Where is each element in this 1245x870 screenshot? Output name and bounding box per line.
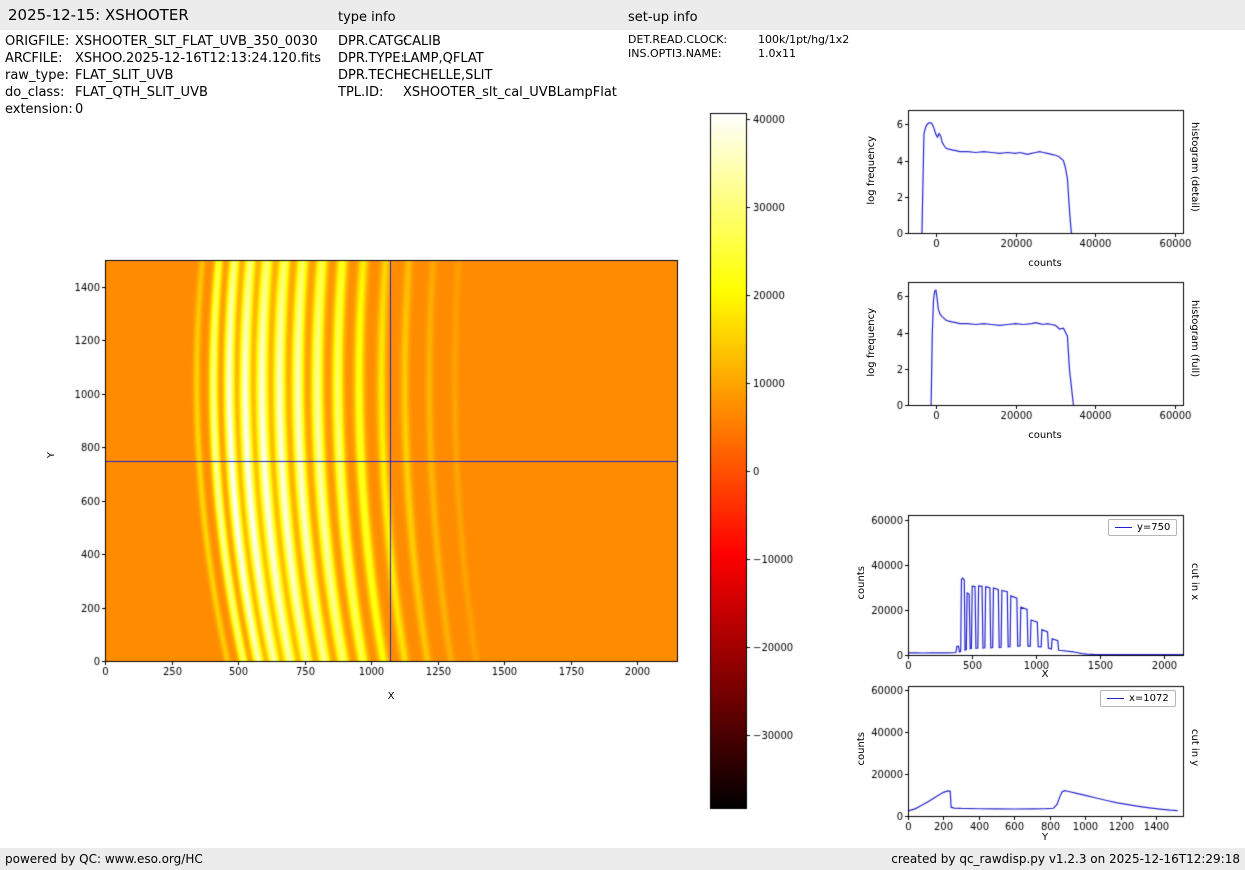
cutx-legend: y=750 [1108, 519, 1178, 536]
page-title: 2025-12-15: XSHOOTER [8, 6, 189, 24]
hist-full-xlabel: counts [1028, 430, 1062, 441]
meta-value: XSHOO.2025-12-16T12:13:24.120.fits [75, 51, 322, 66]
histogram-detail-plot [860, 100, 1245, 260]
meta-row: do_class: FLAT_QTH_SLIT_UVB [5, 84, 321, 101]
setup-info-heading: set-up info [628, 10, 698, 25]
meta-value: 100k/1pt/hg/1x2 [758, 33, 850, 46]
meta-row: DPR.CATG:CALIB [338, 33, 617, 50]
meta-row: ARCFILE: XSHOO.2025-12-16T12:13:24.120.fi… [5, 50, 321, 67]
meta-label: DPR.TYPE: [338, 51, 405, 66]
meta-label: ARCFILE: [5, 51, 63, 66]
meta-row: DET.READ.CLOCK: 100k/1pt/hg/1x2 [628, 33, 849, 47]
meta-row: DPR.TECH:ECHELLE,SLIT [338, 67, 617, 84]
header-bar: 2025-12-15: XSHOOTER type info set-up in… [0, 0, 1245, 30]
type-info-block: DPR.CATG:CALIB DPR.TYPE:LAMP,QFLAT DPR.T… [338, 33, 617, 101]
meta-row: raw_type: FLAT_SLIT_UVB [5, 67, 321, 84]
file-info-block: ORIGFILE: XSHOOTER_SLT_FLAT_UVB_350_0030 … [5, 33, 321, 118]
hist-full-ylabel: log frequency [866, 308, 877, 377]
cuty-xlabel: Y [1041, 832, 1049, 843]
meta-value: CALIB [403, 34, 441, 49]
cut-in-y-plot [860, 676, 1245, 846]
meta-value: XSHOOTER_SLT_FLAT_UVB_350_0030 [75, 34, 318, 49]
meta-label: extension: [5, 102, 73, 117]
meta-value: 1.0x11 [758, 47, 797, 60]
meta-value: FLAT_SLIT_UVB [75, 68, 174, 83]
footer-right: created by qc_rawdisp.py v1.2.3 on 2025-… [891, 852, 1240, 866]
cutx-right-label: cut in x [1189, 563, 1200, 601]
meta-value: 0 [75, 102, 84, 117]
footer-left: powered by QC: www.eso.org/HC [5, 852, 203, 866]
meta-value: XSHOOTER_slt_cal_UVBLampFlat [403, 85, 617, 100]
meta-label: raw_type: [5, 68, 69, 83]
cuty-legend-label: x=1072 [1129, 693, 1169, 704]
cutx-xlabel: X [1041, 669, 1049, 680]
hist-detail-xlabel: counts [1028, 258, 1062, 269]
meta-row: ORIGFILE: XSHOOTER_SLT_FLAT_UVB_350_0030 [5, 33, 321, 50]
meta-row: DPR.TYPE:LAMP,QFLAT [338, 50, 617, 67]
meta-label: ORIGFILE: [5, 34, 70, 49]
cutx-ylabel: counts [856, 566, 867, 600]
meta-label: TPL.ID: [338, 85, 384, 100]
meta-label: DET.READ.CLOCK: [628, 33, 728, 46]
hist-detail-right-label: histogram (detail) [1189, 122, 1200, 212]
meta-row: INS.OPTI3.NAME: 1.0x11 [628, 47, 849, 61]
setup-info-block: DET.READ.CLOCK: 100k/1pt/hg/1x2 INS.OPTI3… [628, 33, 849, 61]
meta-value: FLAT_QTH_SLIT_UVB [75, 85, 208, 100]
histogram-full-plot [860, 272, 1245, 432]
meta-label: DPR.TECH: [338, 68, 408, 83]
meta-row: TPL.ID: XSHOOTER_slt_cal_UVBLampFlat [338, 84, 617, 101]
hist-full-right-label: histogram (full) [1189, 300, 1200, 378]
type-info-heading: type info [338, 10, 396, 25]
meta-value: LAMP,QFLAT [403, 51, 484, 66]
legend-line-icon [1107, 698, 1124, 699]
cut-in-x-plot [860, 505, 1245, 675]
legend-line-icon [1115, 527, 1132, 528]
meta-label: INS.OPTI3.NAME: [628, 47, 722, 60]
meta-row: extension: 0 [5, 101, 321, 118]
meta-label: DPR.CATG: [338, 34, 408, 49]
footer-bar: powered by QC: www.eso.org/HC created by… [0, 848, 1245, 870]
hist-detail-ylabel: log frequency [866, 136, 877, 205]
cutx-legend-label: y=750 [1137, 522, 1171, 533]
raw-frame-plot [60, 250, 690, 710]
cuty-legend: x=1072 [1100, 690, 1176, 707]
main-ylabel: Y [46, 452, 57, 459]
main-xlabel: X [387, 691, 395, 702]
colorbar [700, 105, 810, 820]
cuty-right-label: cut in y [1189, 729, 1200, 767]
cuty-ylabel: counts [856, 732, 867, 766]
meta-label: do_class: [5, 85, 65, 100]
meta-value: ECHELLE,SLIT [403, 68, 493, 83]
